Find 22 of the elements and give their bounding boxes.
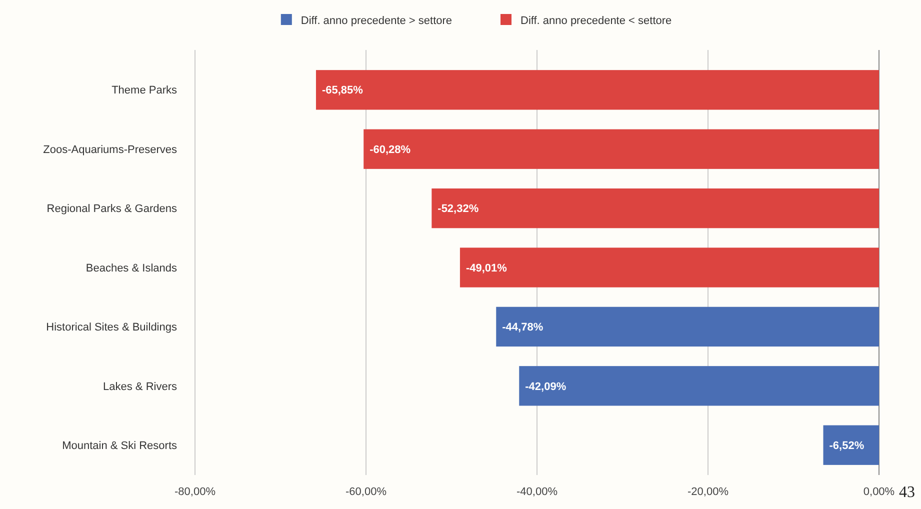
data-label: -6,52% (829, 440, 864, 452)
y-tick-label: Zoos-Aquariums-Preserves (43, 144, 178, 156)
data-label: -44,78% (502, 322, 544, 334)
data-label: -42,09% (525, 380, 566, 393)
y-tick-label: Historical Sites & Buildings (46, 322, 178, 334)
text: 43 (899, 484, 915, 501)
legend-label: Diff. anno precedente > settore (300, 14, 452, 27)
y-tick-label: Beaches & Islands (86, 262, 178, 274)
data-label: -65,85% (322, 84, 364, 97)
legend-label: Diff. anno precedente < settore (520, 14, 672, 27)
y-tick-label: Theme Parks (112, 84, 178, 97)
x-tick-label: 0,00% (863, 486, 895, 498)
x-tick-label: -80,00% (174, 486, 216, 498)
data-label: -49,01% (466, 262, 508, 274)
data-label: -52,32% (438, 203, 479, 216)
x-tick-label: -20,00% (688, 486, 729, 498)
x-tick-label: -40,00% (516, 486, 558, 498)
y-tick-label: Mountain & Ski Resorts (62, 440, 178, 452)
data-label: -60,28% (370, 144, 411, 156)
x-tick-label: -60,00% (346, 486, 387, 498)
y-tick-label: Regional Parks & Gardens (46, 203, 178, 216)
y-tick-label: Lakes & Rivers (103, 380, 178, 393)
